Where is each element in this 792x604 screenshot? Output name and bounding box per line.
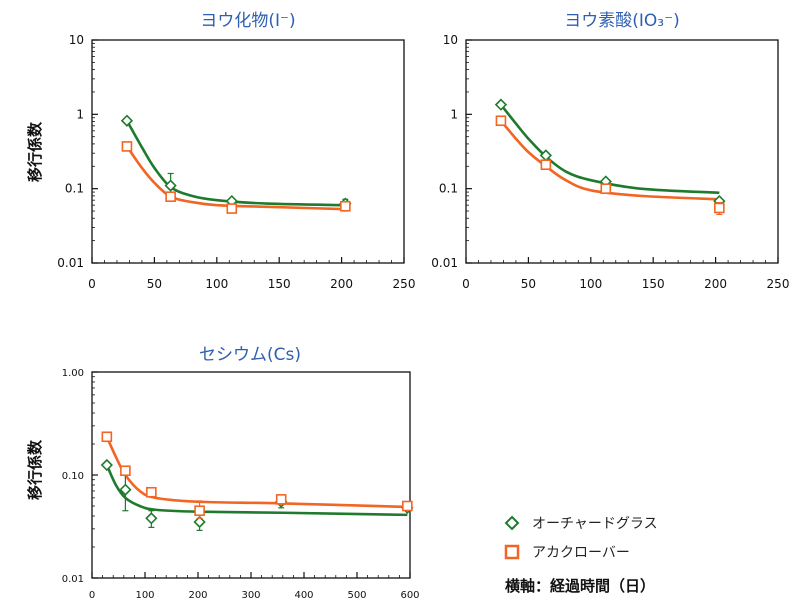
y-tick-label: 0.1 (65, 182, 84, 196)
data-point-square (402, 500, 413, 512)
data-point-square (600, 183, 612, 194)
data-point-square (226, 203, 238, 214)
y-tick-label: 0.1 (439, 182, 458, 196)
data-point-diamond (164, 179, 177, 192)
data-point-square (340, 200, 351, 212)
legend-label-orchardgrass: オーチャードグラス (532, 516, 658, 532)
x-tick-label: 200 (188, 590, 207, 601)
series-curve-diamond (125, 120, 346, 207)
x-tick-label: 300 (241, 590, 260, 601)
x-tick-label: 400 (294, 590, 313, 601)
x-tick-label: 600 (400, 590, 419, 601)
x-axis-note: 横軸：経過時間（日） (505, 577, 655, 595)
x-tick-label: 150 (268, 277, 291, 291)
series-curve-diamond (499, 103, 720, 195)
y-tick-label: 1.00 (62, 368, 84, 379)
chart-title: ヨウ化物(I⁻) (200, 11, 295, 31)
data-point-square (714, 202, 725, 214)
x-tick-label: 200 (704, 277, 727, 291)
y-tick-label: 10 (69, 33, 84, 47)
y-tick-label: 0.10 (62, 471, 84, 482)
y-tick-label: 1 (450, 107, 458, 121)
data-point-square (146, 486, 157, 498)
x-tick-label: 200 (330, 277, 353, 291)
y-tick-label: 0.01 (431, 256, 458, 270)
chart-title: セシウム(Cs) (199, 345, 301, 365)
data-point-diamond (193, 515, 206, 529)
x-tick-label: 50 (521, 277, 536, 291)
data-point-square (165, 191, 176, 202)
data-point-diamond (119, 483, 132, 496)
data-point-square (495, 115, 507, 127)
data-point-diamond (120, 114, 134, 127)
plot-frame (91, 371, 411, 579)
series-curve-square (499, 119, 720, 201)
y-axis-label: 移行係数 (26, 121, 44, 182)
x-tick-label: 100 (579, 277, 602, 291)
y-tick-label: 10 (443, 33, 458, 47)
legend-diamond-marker (504, 515, 520, 531)
plot-frame (91, 39, 405, 264)
x-tick-label: 50 (147, 277, 162, 291)
legend-item-red-clover: アカクローバー (504, 544, 630, 561)
chart-panel-3: セシウム(Cs) 移行係数 0.01 0.10 1.00 0 100 200 300 400 500… (26, 345, 420, 601)
legend: オーチャードグラス アカクローバー 横軸：経過時間（日） (504, 515, 658, 595)
legend-square-marker (504, 544, 520, 560)
data-point-square (540, 159, 552, 171)
data-point-diamond (100, 458, 113, 472)
data-point-diamond (494, 98, 508, 111)
legend-label-red-clover: アカクローバー (532, 545, 630, 561)
y-axis-label: 移行係数 (26, 439, 44, 500)
x-tick-label: 500 (347, 590, 366, 601)
x-tick-label: 0 (88, 277, 96, 291)
x-tick-label: 250 (767, 277, 790, 291)
y-tick-label: 0.01 (62, 574, 84, 585)
legend-item-orchardgrass: オーチャードグラス (504, 515, 658, 532)
y-tick-label: 1 (76, 107, 84, 121)
x-tick-label: 100 (205, 277, 228, 291)
y-tick-label: 0.01 (57, 256, 84, 270)
plot-frame (465, 39, 779, 264)
x-tick-label: 0 (462, 277, 470, 291)
data-point-square (275, 494, 287, 505)
chart-title: ヨウ素酸(IO₃⁻) (564, 11, 679, 31)
data-point-square (101, 431, 113, 443)
data-point-square (120, 465, 131, 477)
x-tick-label: 0 (89, 590, 95, 601)
data-point-square (194, 505, 205, 517)
data-point-square (121, 141, 133, 152)
x-tick-label: 150 (642, 277, 665, 291)
series-curve-diamond (105, 464, 408, 517)
series-curve-square (125, 145, 346, 211)
x-tick-label: 100 (135, 590, 154, 601)
data-point-diamond (145, 512, 158, 525)
x-tick-label: 250 (393, 277, 416, 291)
